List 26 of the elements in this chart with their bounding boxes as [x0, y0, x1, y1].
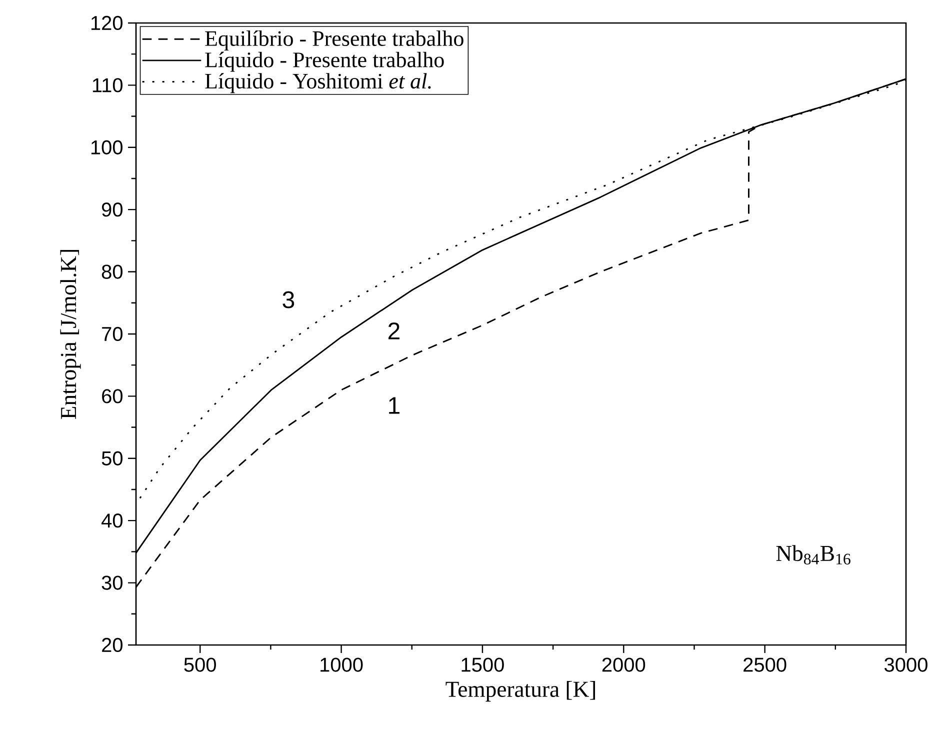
x-axis-title: Temperatura [K] [446, 681, 596, 702]
y-axis-title: Entropia [J/mol.K] [60, 250, 81, 419]
y-tick-label: 80 [102, 264, 122, 279]
y-tick-label: 90 [102, 202, 122, 217]
x-tick-label: 2000 [602, 658, 646, 672]
y-tick-label: 30 [102, 576, 122, 590]
y-tick-label: 50 [102, 451, 122, 466]
x-tick-label: 500 [184, 658, 216, 672]
legend-label: Líquido - Presente trabalho [205, 52, 444, 72]
legend-label: Líquido - Yoshitomi et al. [205, 73, 431, 94]
x-tick-label: 3000 [884, 658, 928, 672]
annotation: Nb$_{84}$B$_{16}$ [776, 545, 850, 564]
x-tick-label: 1000 [320, 658, 363, 672]
y-tick-label: 100 [91, 140, 122, 154]
y-tick-label: 20 [102, 638, 122, 652]
y-tick-label: 70 [102, 326, 122, 342]
y-tick-label: 40 [102, 514, 122, 528]
annotation: 1 [389, 397, 400, 414]
y-tick-label: 110 [92, 78, 122, 92]
x-tick-label: 1500 [462, 658, 504, 672]
annotation: 2 [388, 322, 400, 340]
legend-label: Equilíbrio - Presente trabalho [205, 30, 464, 50]
annotation: 3 [282, 291, 294, 308]
x-tick-label: 2500 [744, 658, 786, 672]
y-tick-label: 120 [91, 16, 122, 30]
y-tick-label: 60 [102, 389, 122, 404]
